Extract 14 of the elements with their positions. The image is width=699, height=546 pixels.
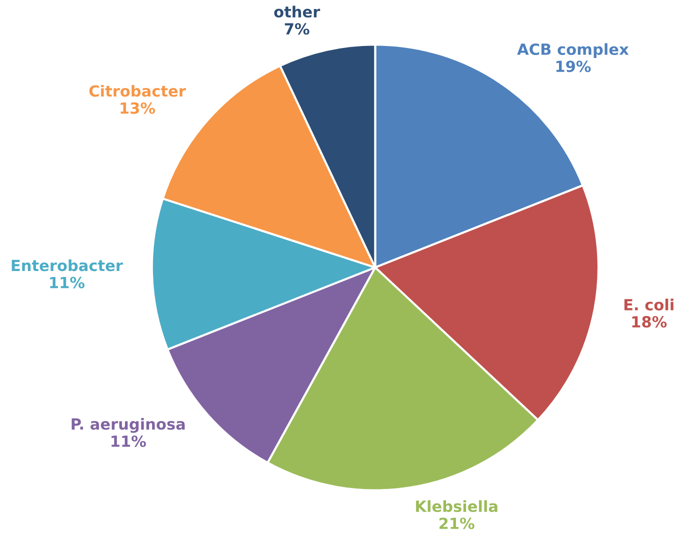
data-label: 13% [120,102,156,114]
data-label: 18% [632,316,667,328]
slice-label: Enterobacter [12,259,123,272]
data-label: 19% [556,60,591,72]
slice-label: other [274,6,320,18]
slice-label: E. coli [624,298,674,310]
slice-label: P. aeruginosa [72,418,185,433]
slice-label: Klebsiella [416,500,498,512]
data-label: 7% [284,23,310,35]
data-label: 21% [440,518,474,530]
slice-label: ACB complex [517,43,629,58]
data-label: 11% [112,435,146,448]
slice-label: Citrobacter [89,84,186,97]
data-label: 11% [50,276,84,288]
